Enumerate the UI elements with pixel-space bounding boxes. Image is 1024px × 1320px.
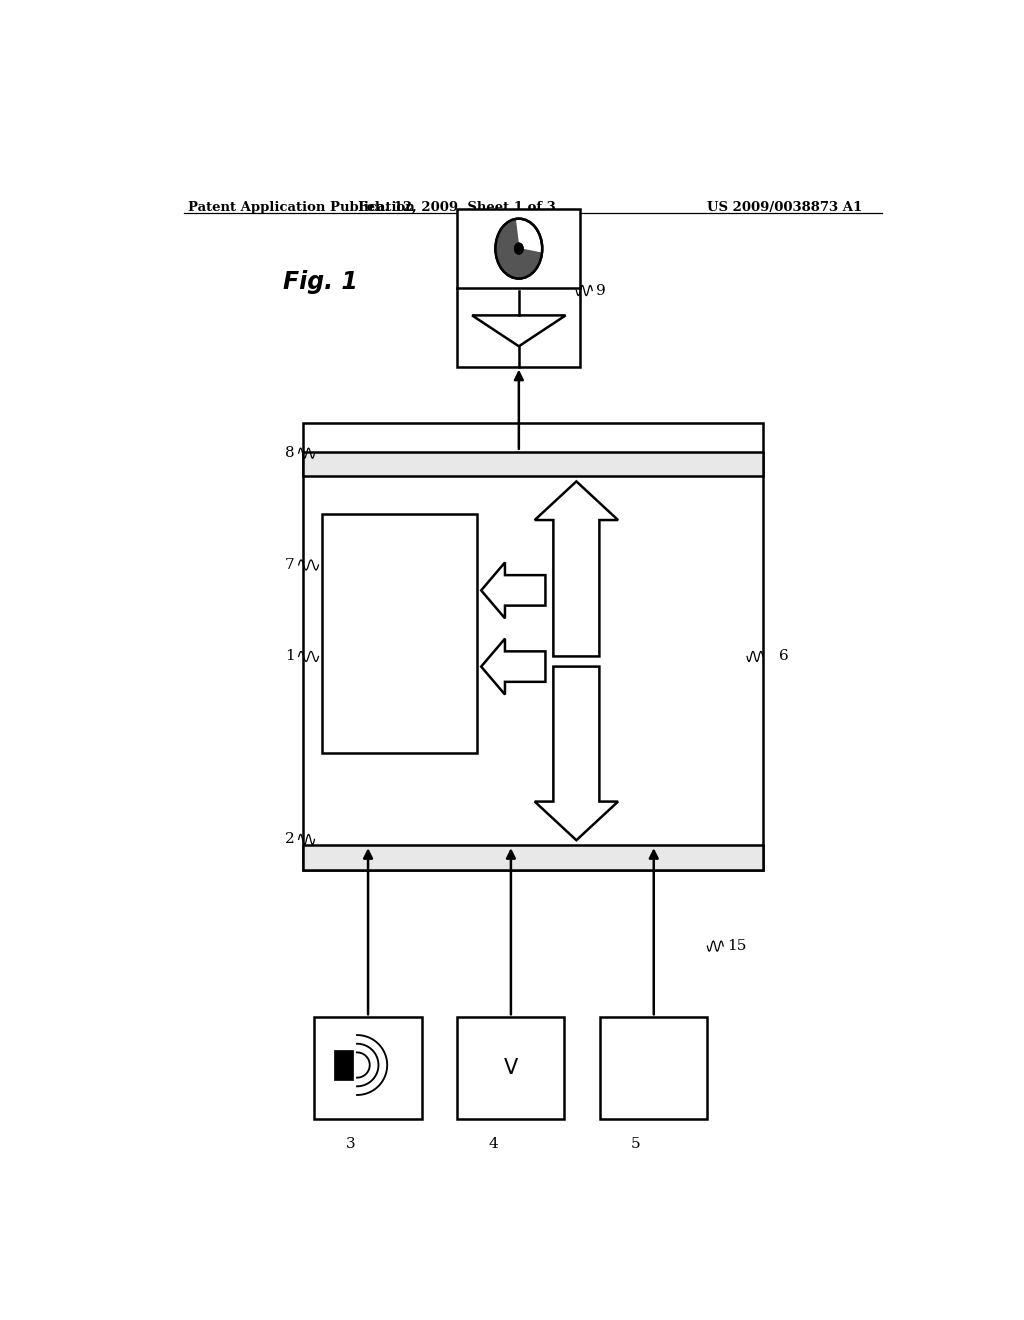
Text: Feb. 12, 2009  Sheet 1 of 3: Feb. 12, 2009 Sheet 1 of 3 (358, 201, 556, 214)
Text: Patent Application Publication: Patent Application Publication (187, 201, 415, 214)
Text: Fig. 1: Fig. 1 (283, 271, 357, 294)
FancyArrow shape (481, 639, 546, 694)
Text: 3: 3 (345, 1138, 355, 1151)
Bar (458, 1018, 564, 1119)
FancyArrow shape (535, 667, 618, 841)
Bar (303, 845, 763, 870)
Circle shape (515, 243, 523, 253)
Text: 8: 8 (285, 446, 295, 461)
Bar (334, 1049, 353, 1080)
Text: 5: 5 (631, 1138, 641, 1151)
Bar (303, 422, 763, 870)
Circle shape (515, 243, 523, 253)
FancyArrow shape (481, 562, 546, 618)
Text: 2: 2 (285, 833, 295, 846)
FancyArrow shape (535, 482, 618, 656)
Text: 1: 1 (285, 649, 295, 664)
Text: 15: 15 (727, 939, 746, 953)
Bar (458, 210, 581, 367)
Text: 7: 7 (285, 558, 295, 572)
Bar (303, 451, 763, 477)
Polygon shape (496, 219, 542, 279)
Text: 4: 4 (488, 1138, 498, 1151)
Text: V: V (504, 1059, 518, 1078)
Text: US 2009/0038873 A1: US 2009/0038873 A1 (707, 201, 862, 214)
Bar (600, 1018, 708, 1119)
Polygon shape (472, 315, 565, 346)
Text: 6: 6 (778, 649, 788, 664)
Bar (323, 515, 477, 752)
Bar (314, 1018, 422, 1119)
Text: 9: 9 (596, 284, 606, 297)
